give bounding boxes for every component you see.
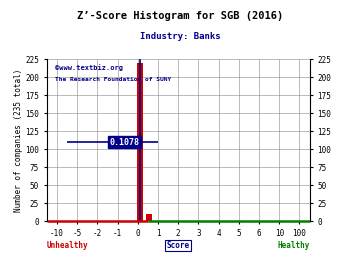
Text: Unhealthy: Unhealthy	[47, 241, 89, 250]
Text: The Research Foundation of SUNY: The Research Foundation of SUNY	[55, 77, 171, 82]
Text: Industry: Banks: Industry: Banks	[140, 32, 220, 41]
Bar	[137, 63, 143, 221]
Text: 0.1078: 0.1078	[110, 138, 140, 147]
Text: Z’-Score Histogram for SGB (2016): Z’-Score Histogram for SGB (2016)	[77, 11, 283, 21]
Text: Score: Score	[167, 241, 190, 250]
Text: ©www.textbiz.org: ©www.textbiz.org	[55, 64, 123, 71]
Bar	[146, 214, 152, 221]
Text: Healthy: Healthy	[277, 241, 310, 250]
Y-axis label: Number of companies (235 total): Number of companies (235 total)	[14, 69, 23, 212]
